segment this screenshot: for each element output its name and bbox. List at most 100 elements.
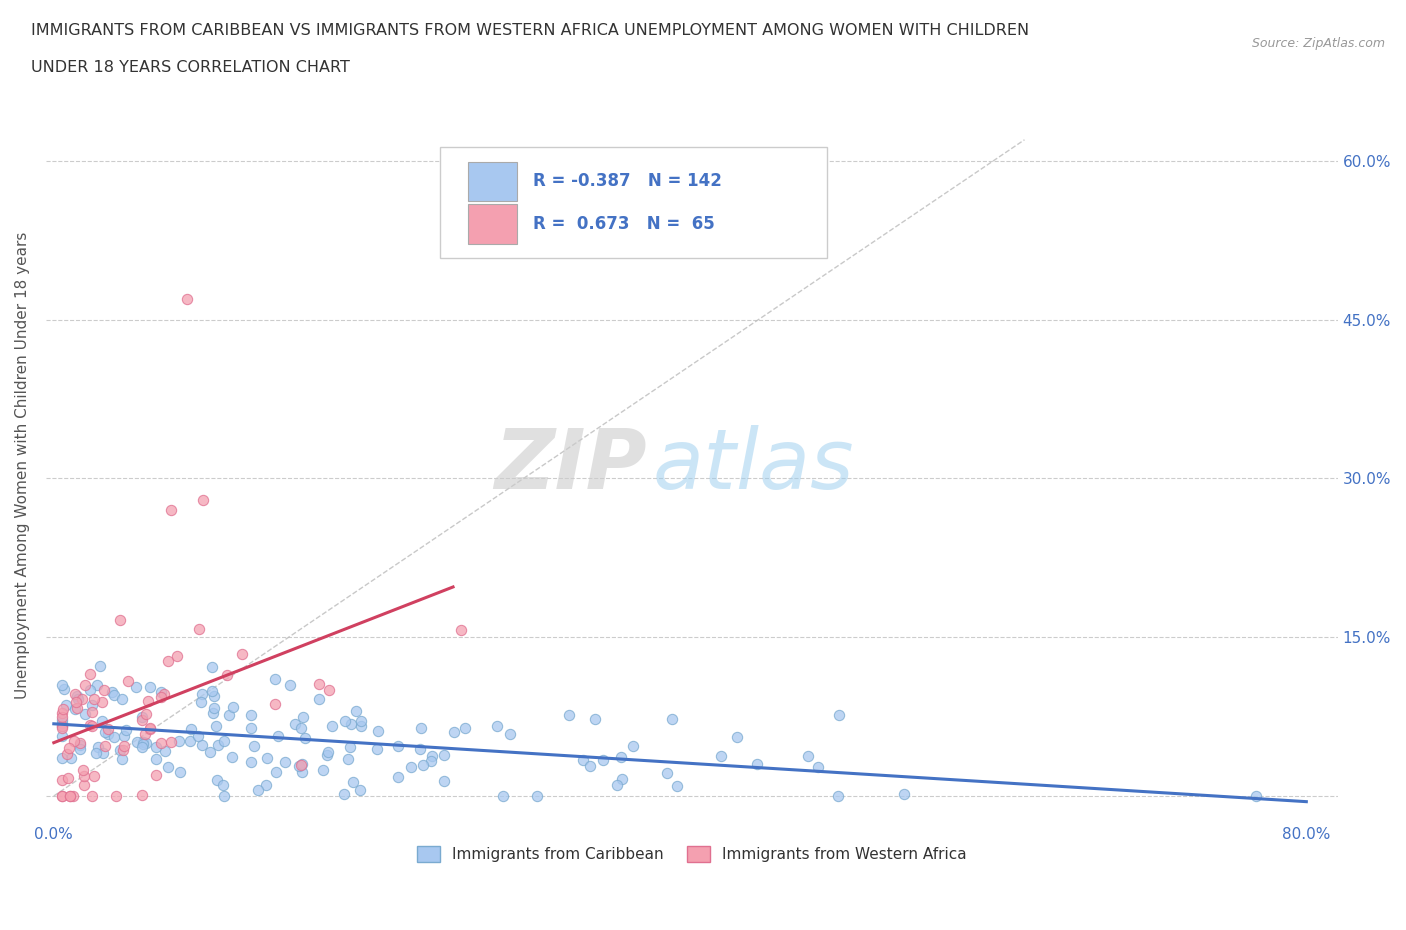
Point	[56, 747, 79, 762]
Point	[51, 729, 73, 744]
Point	[316, 748, 339, 763]
Point	[53, 682, 76, 697]
Point	[411, 721, 433, 736]
Point	[56, 770, 79, 785]
Point	[132, 737, 155, 751]
Point	[191, 737, 214, 752]
Point	[149, 736, 172, 751]
Point	[73, 769, 96, 784]
Point	[433, 748, 456, 763]
Point	[239, 721, 262, 736]
Point	[204, 688, 226, 703]
Point	[145, 740, 167, 755]
FancyBboxPatch shape	[440, 147, 827, 258]
Point	[60, 751, 83, 765]
Point	[59, 789, 82, 804]
Point	[51, 710, 73, 724]
Point	[91, 695, 114, 710]
Point	[666, 778, 689, 793]
Point	[131, 788, 153, 803]
Point	[278, 678, 301, 693]
Point	[264, 697, 287, 711]
Point	[72, 763, 94, 777]
Point	[93, 683, 115, 698]
Point	[101, 684, 124, 699]
Point	[350, 718, 373, 733]
Point	[87, 739, 110, 754]
Point	[131, 710, 153, 724]
Point	[212, 734, 235, 749]
Point	[366, 742, 388, 757]
Point	[69, 736, 91, 751]
Point	[65, 695, 87, 710]
Point	[231, 646, 253, 661]
Point	[745, 757, 768, 772]
Point	[86, 677, 108, 692]
Point	[486, 718, 509, 733]
Point	[51, 719, 73, 734]
Point	[51, 677, 73, 692]
Point	[797, 749, 820, 764]
Point	[51, 789, 73, 804]
Point	[212, 789, 235, 804]
Point	[290, 758, 312, 773]
Point	[63, 733, 86, 748]
Point	[127, 735, 149, 750]
Point	[139, 680, 162, 695]
Point	[336, 751, 359, 766]
Point	[51, 773, 73, 788]
Point	[111, 751, 134, 766]
Point	[112, 729, 135, 744]
Point	[412, 758, 434, 773]
Point	[350, 714, 373, 729]
Point	[291, 710, 314, 724]
Point	[70, 692, 93, 707]
Point	[79, 718, 101, 733]
Point	[63, 701, 86, 716]
Point	[492, 789, 515, 804]
Text: Source: ZipAtlas.com: Source: ZipAtlas.com	[1251, 37, 1385, 50]
Point	[51, 713, 73, 728]
Point	[73, 677, 96, 692]
Point	[558, 708, 581, 723]
Point	[201, 684, 224, 698]
Point	[96, 726, 118, 741]
Point	[135, 736, 157, 751]
Point	[84, 746, 107, 761]
Point	[254, 777, 277, 792]
Point	[827, 789, 849, 804]
Point	[583, 711, 606, 726]
Point	[156, 653, 179, 668]
Point	[218, 708, 240, 723]
Point	[79, 667, 101, 682]
Point	[725, 730, 748, 745]
Point	[526, 789, 548, 804]
Point	[55, 698, 77, 712]
Legend: Immigrants from Caribbean, Immigrants from Western Africa: Immigrants from Caribbean, Immigrants fr…	[411, 840, 973, 869]
Point	[828, 708, 851, 723]
Point	[103, 729, 125, 744]
Point	[51, 789, 73, 804]
Point	[176, 291, 198, 306]
Point	[256, 751, 278, 765]
Point	[432, 774, 454, 789]
Point	[655, 765, 678, 780]
Point	[188, 621, 211, 636]
Point	[287, 759, 309, 774]
Point	[308, 692, 330, 707]
Point	[139, 722, 162, 737]
Point	[215, 668, 238, 683]
Point	[312, 763, 335, 777]
Point	[621, 738, 644, 753]
Point	[160, 734, 183, 749]
Point	[117, 673, 139, 688]
Point	[201, 706, 224, 721]
Point	[145, 768, 167, 783]
Point	[344, 703, 367, 718]
Point	[201, 660, 224, 675]
Point	[166, 649, 188, 664]
Point	[111, 742, 134, 757]
Point	[240, 755, 263, 770]
Point	[191, 686, 214, 701]
Point	[105, 789, 128, 804]
